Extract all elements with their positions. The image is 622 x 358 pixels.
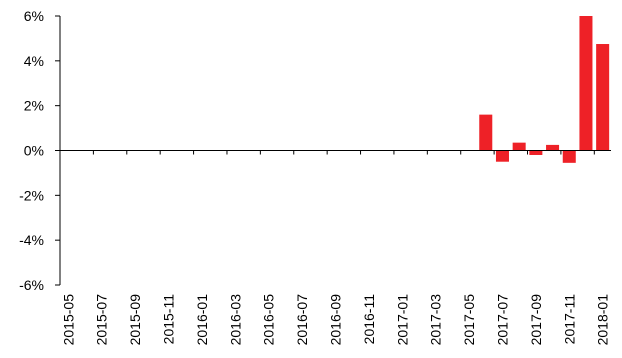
x-tick-label: 2016-05 bbox=[261, 294, 277, 346]
bar-2017-09 bbox=[529, 150, 543, 155]
bar-2017-07 bbox=[495, 150, 509, 162]
y-tick-label: 6% bbox=[24, 8, 44, 24]
x-tick-label: 2017-01 bbox=[394, 294, 410, 346]
bar-2017-11 bbox=[562, 150, 576, 163]
y-tick-label: 2% bbox=[24, 98, 44, 114]
x-tick-label: 2016-01 bbox=[194, 294, 210, 346]
bars-group bbox=[479, 16, 610, 163]
x-tick-label: 2017-07 bbox=[494, 294, 510, 346]
x-tick-label: 2015-07 bbox=[94, 294, 110, 346]
y-tick-labels: -6% -4% -2% 0% 2% 4% 6% bbox=[19, 8, 44, 293]
x-tick-label: 2017-09 bbox=[528, 294, 544, 346]
x-tick-label: 2017-11 bbox=[561, 294, 577, 345]
x-tick-label: 2016-09 bbox=[328, 294, 344, 346]
x-tick-label: 2017-05 bbox=[461, 294, 477, 346]
bar-2017-08 bbox=[512, 142, 526, 151]
y-tick-label: -4% bbox=[19, 232, 44, 248]
bar-2018-01 bbox=[596, 44, 610, 151]
x-tick-label: 2015-11 bbox=[161, 294, 177, 345]
x-tick-label: 2015-05 bbox=[60, 294, 76, 346]
axes-group bbox=[55, 15, 611, 286]
y-tick-label: 0% bbox=[24, 143, 44, 159]
x-tick-label: 2016-07 bbox=[294, 294, 310, 346]
y-tick-label: 4% bbox=[24, 53, 44, 69]
bar-2017-12 bbox=[579, 16, 593, 151]
x-tick-label: 2017-03 bbox=[428, 294, 444, 346]
y-tick-label: -2% bbox=[19, 187, 44, 203]
x-tick-label: 2016-03 bbox=[227, 294, 243, 346]
x-tick-label: 2015-09 bbox=[127, 294, 143, 346]
bar-2017-10 bbox=[546, 144, 560, 151]
y-tick-label: -6% bbox=[19, 277, 44, 293]
x-tick-labels: 2015-05 2015-07 2015-09 2015-11 2016-01 2016-… bbox=[60, 294, 610, 346]
x-tick-label: 2016-11 bbox=[361, 294, 377, 345]
x-tick-label: 2018-01 bbox=[595, 294, 611, 346]
bar-2017-06 bbox=[479, 114, 493, 151]
